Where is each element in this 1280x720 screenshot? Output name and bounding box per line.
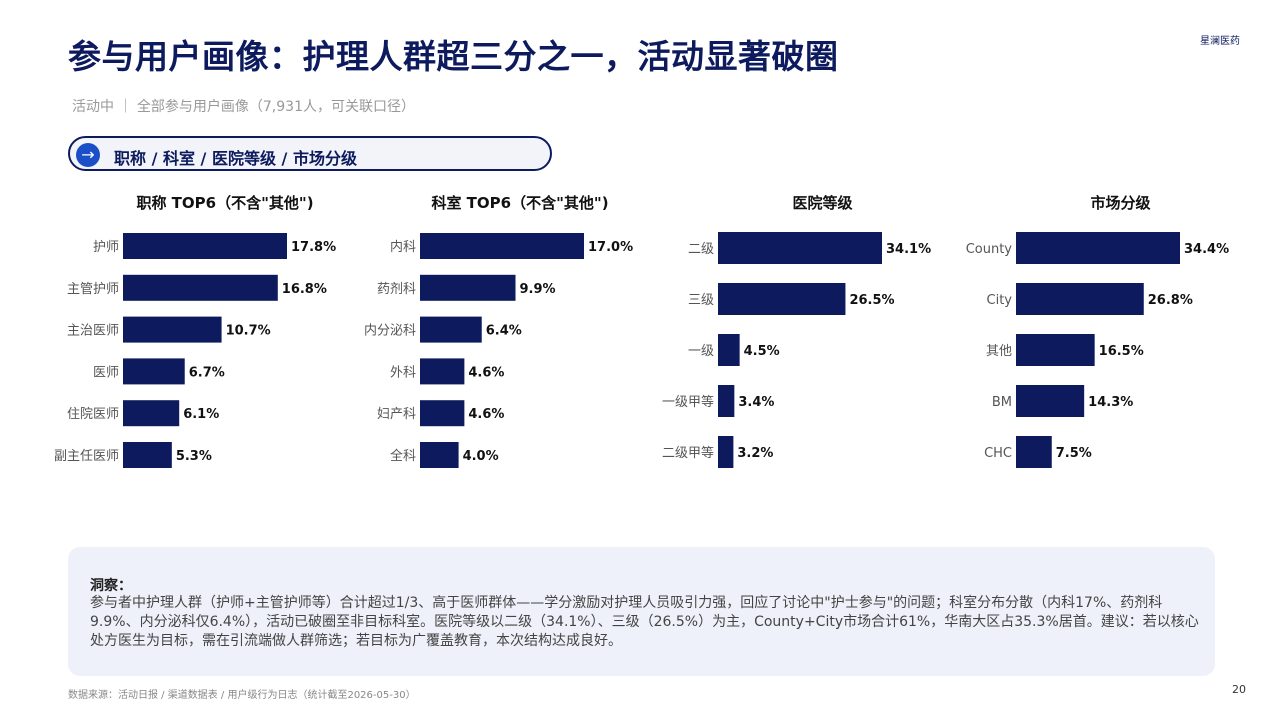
section-pill-label: 职称 / 科室 / 医院等级 / 市场分级 (114, 149, 357, 168)
value-label: 3.4% (738, 395, 774, 410)
category-label: 一级甲等 (662, 394, 714, 410)
category-label: 内科 (390, 239, 416, 255)
chart-title-hospital: 医院等级 (792, 194, 853, 212)
bar (718, 385, 735, 417)
bar (1016, 385, 1085, 417)
value-label: 9.9% (520, 282, 556, 297)
value-label: 4.6% (468, 407, 504, 422)
value-label: 7.5% (1056, 446, 1092, 461)
value-label: 16.8% (282, 282, 327, 297)
value-label: 14.3% (1088, 395, 1133, 410)
section-pill: → 职称 / 科室 / 医院等级 / 市场分级 (68, 136, 552, 171)
category-label: 二级甲等 (662, 445, 714, 461)
chart-title-title: 职称 TOP6（不含"其他") (136, 194, 314, 212)
bar (420, 442, 459, 468)
bar (1016, 283, 1144, 315)
bar (123, 233, 287, 259)
value-label: 5.3% (176, 449, 212, 464)
value-label: 6.4% (486, 324, 522, 339)
bar (1016, 334, 1095, 366)
category-label: 全科 (390, 448, 416, 464)
value-label: 17.8% (291, 240, 336, 255)
category-label: 住院医师 (67, 407, 119, 422)
category-label: 一级 (688, 344, 714, 359)
bar (420, 274, 516, 301)
page-number: 20 (1232, 683, 1246, 696)
bar (420, 233, 584, 259)
value-label: 6.1% (183, 407, 219, 422)
bar-charts: 护师 17.8% 主管护师 16.8% 主治医师 10.7% 医师 6.7% 住院医师 6.1% 副… (54, 232, 1229, 468)
category-label: 副主任医师 (54, 449, 119, 464)
bar (718, 283, 846, 315)
bar (420, 316, 482, 343)
bar (123, 400, 180, 427)
value-label: 17.0% (588, 240, 633, 255)
insight-panel: 洞察： 参与者中护理人群（护师+主管护师等）合计超过1/3、高于医师群体——学分… (68, 547, 1215, 676)
value-label: 10.7% (226, 324, 271, 339)
category-label: 护师 (93, 240, 119, 255)
chart-title-market: 市场分级 (1090, 194, 1151, 212)
arrow-right-icon: → (76, 143, 100, 167)
bar (420, 400, 465, 427)
page-subtitle: 活动中 ｜ 全部参与用户画像（7,931人，可关联口径） (72, 99, 415, 115)
brand-label: 星澜医药 (1200, 36, 1240, 47)
category-label: 主治医师 (67, 324, 119, 339)
category-label: 外科 (390, 365, 416, 380)
bar (123, 274, 278, 301)
insight-body: 参与者中护理人群（护师+主管护师等）合计超过1/3、高于医师群体——学分激励对护… (90, 595, 1199, 649)
value-label: 34.4% (1184, 242, 1229, 257)
bar (1016, 232, 1180, 264)
bar (718, 334, 740, 366)
value-label: 6.7% (189, 365, 225, 380)
category-label: 其他 (986, 344, 1012, 359)
data-source-note: 数据来源：活动日报 / 渠道数据表 / 用户级行为日志（统计截至2026-05-… (68, 690, 416, 701)
bar (718, 436, 734, 468)
category-label: CHC (984, 446, 1012, 461)
category-label: 医师 (93, 365, 119, 380)
value-label: 26.8% (1148, 293, 1193, 308)
insight-heading: 洞察： (90, 578, 132, 594)
value-label: 26.5% (849, 293, 894, 308)
bar (123, 358, 185, 385)
value-label: 3.2% (737, 446, 773, 461)
bar (420, 358, 465, 385)
value-label: 16.5% (1099, 344, 1144, 359)
category-label: 妇产科 (377, 406, 416, 422)
value-label: 34.1% (886, 242, 931, 257)
category-label: 药剂科 (377, 282, 416, 297)
bar (123, 442, 172, 468)
value-label: 4.6% (468, 365, 504, 380)
category-label: County (966, 242, 1013, 257)
category-label: 主管护师 (67, 282, 119, 297)
category-label: City (987, 293, 1013, 308)
page-title: 参与用户画像：护理人群超三分之一，活动显著破圈 (68, 37, 839, 76)
bar (718, 232, 882, 264)
bar (1016, 436, 1052, 468)
chart-title-dept: 科室 TOP6（不含"其他") (431, 194, 609, 212)
category-label: 二级 (688, 242, 714, 257)
bar (123, 316, 222, 343)
category-label: 三级 (688, 293, 714, 308)
value-label: 4.0% (463, 449, 499, 464)
value-label: 4.5% (744, 344, 780, 359)
category-label: 内分泌科 (364, 323, 416, 339)
category-label: BM (992, 395, 1012, 410)
